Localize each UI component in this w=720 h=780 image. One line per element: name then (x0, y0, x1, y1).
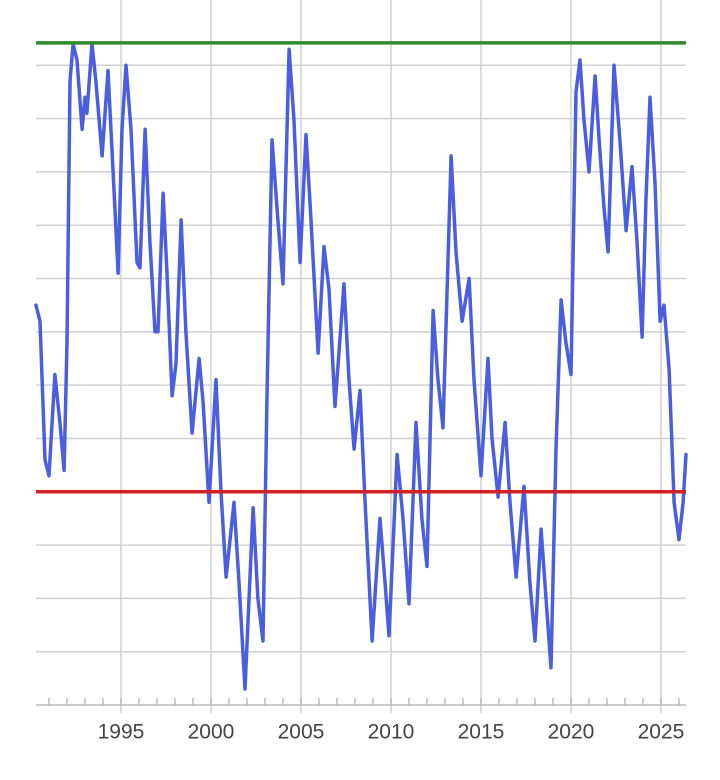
x-tick-label: 2000 (188, 721, 235, 744)
x-tick-label: 2020 (548, 721, 595, 744)
x-tick-label: 2025 (638, 721, 685, 744)
x-tick-label: 2010 (368, 721, 415, 744)
x-tick-label: 2015 (458, 721, 505, 744)
x-tick-label: 1995 (98, 721, 145, 744)
x-tick-label: 2005 (278, 721, 325, 744)
data-line (34, 42, 688, 691)
